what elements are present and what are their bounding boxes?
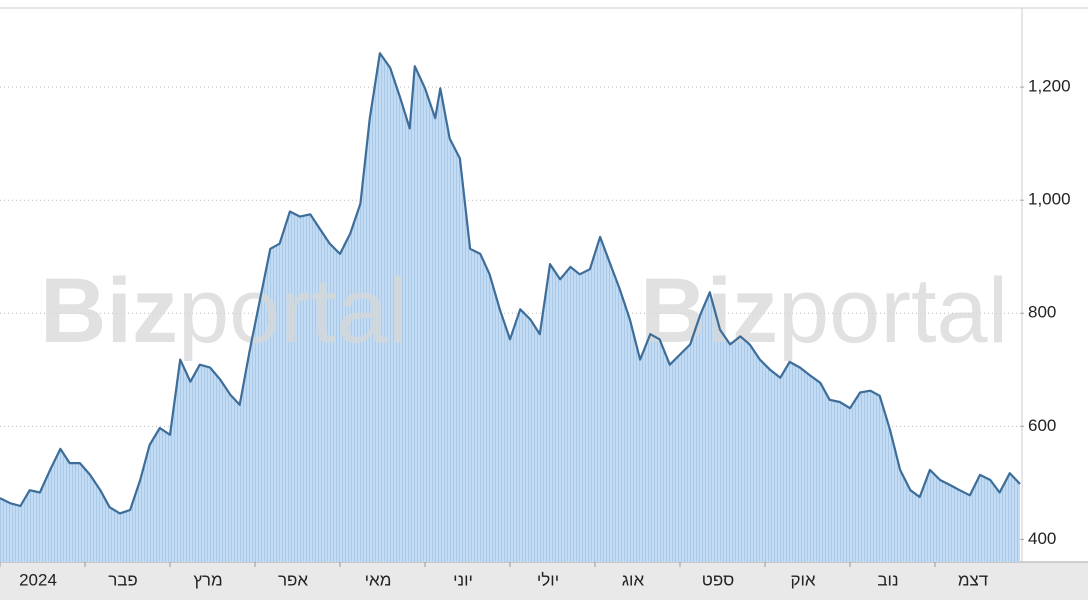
x-tick-label: נוב (877, 570, 898, 589)
watermark-bold: Biz (640, 260, 778, 362)
watermark: Bizportal (640, 260, 1008, 362)
watermark-light: portal (778, 260, 1008, 362)
y-tick-label: 400 (1028, 529, 1056, 548)
price-line (0, 52, 1021, 515)
x-tick-label: פבר (108, 570, 138, 589)
x-tick-label: יוני (453, 570, 473, 589)
x-tick-label: דצמ (958, 570, 988, 589)
y-tick-label: 800 (1028, 303, 1056, 322)
y-tick-label: 600 (1028, 416, 1056, 435)
x-tick-label: אפר (278, 570, 308, 589)
x-axis-band (0, 562, 1088, 600)
x-tick-label: אוג (622, 570, 645, 589)
area-fill (0, 53, 1020, 562)
x-tick-label: ספט (702, 570, 734, 589)
watermark: Bizportal (40, 260, 408, 362)
y-tick-label: 1,000 (1028, 190, 1071, 209)
watermark-bold: Biz (40, 260, 178, 362)
x-tick-label: אוק (790, 570, 815, 589)
y-tick-label: 1,200 (1028, 77, 1071, 96)
watermark-light: portal (178, 260, 408, 362)
x-tick-label: מאי (365, 570, 392, 589)
x-tick-label: 2024 (19, 570, 57, 589)
x-tick-label: יולי (537, 570, 559, 589)
x-tick-label: מרץ (193, 570, 222, 589)
